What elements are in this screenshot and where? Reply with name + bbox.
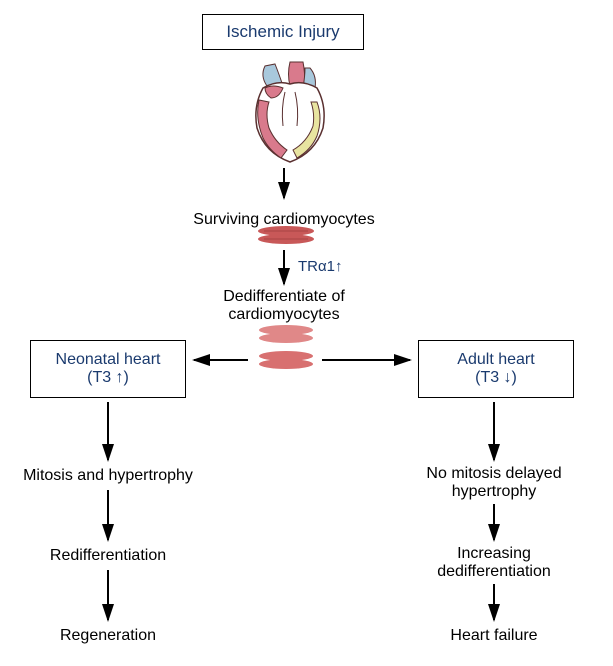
label-dediff-line2: cardiomyocytes (228, 306, 339, 323)
box-adult-line2: (T3 ↓) (475, 369, 517, 387)
label-right-1: No mitosis delayed hypertrophy (426, 465, 561, 502)
box-ischemic-injury: Ischemic Injury (202, 14, 364, 50)
label-left-3-text: Regeneration (60, 627, 156, 644)
box-adult-heart: Adult heart (T3 ↓) (418, 340, 574, 398)
heart-illustration (235, 58, 345, 168)
box-ischemic-injury-label: Ischemic Injury (226, 22, 339, 42)
label-left-2-text: Redifferentiation (50, 547, 166, 564)
muscle-dediff-2 (256, 350, 316, 370)
label-right-2-line1: Increasing (457, 545, 531, 562)
label-right-1-line1: No mitosis delayed (426, 465, 561, 482)
label-tra1-text: TRα1↑ (298, 258, 343, 275)
muscle-surviving (256, 224, 316, 246)
label-left-1-text: Mitosis and hypertrophy (23, 467, 193, 484)
label-left-3: Regeneration (60, 626, 156, 646)
label-tra1: TRα1↑ (298, 258, 343, 277)
label-dediff-line1: Dedifferentiate of (223, 288, 345, 305)
box-adult-line1: Adult heart (457, 351, 534, 369)
label-right-2-line2: dedifferentiation (437, 563, 551, 580)
label-dediff: Dedifferentiate of cardiomyocytes (223, 288, 345, 323)
box-neonatal-line2: (T3 ↑) (87, 369, 129, 387)
label-left-1: Mitosis and hypertrophy (23, 466, 193, 486)
box-neonatal-heart: Neonatal heart (T3 ↑) (30, 340, 186, 398)
label-right-3-text: Heart failure (450, 627, 537, 644)
box-neonatal-line1: Neonatal heart (56, 351, 161, 369)
label-right-2: Increasing dedifferentiation (437, 545, 551, 582)
muscle-dediff-1 (256, 324, 316, 344)
label-right-3: Heart failure (450, 626, 537, 646)
label-right-1-line2: hypertrophy (452, 483, 537, 500)
label-left-2: Redifferentiation (50, 546, 166, 566)
